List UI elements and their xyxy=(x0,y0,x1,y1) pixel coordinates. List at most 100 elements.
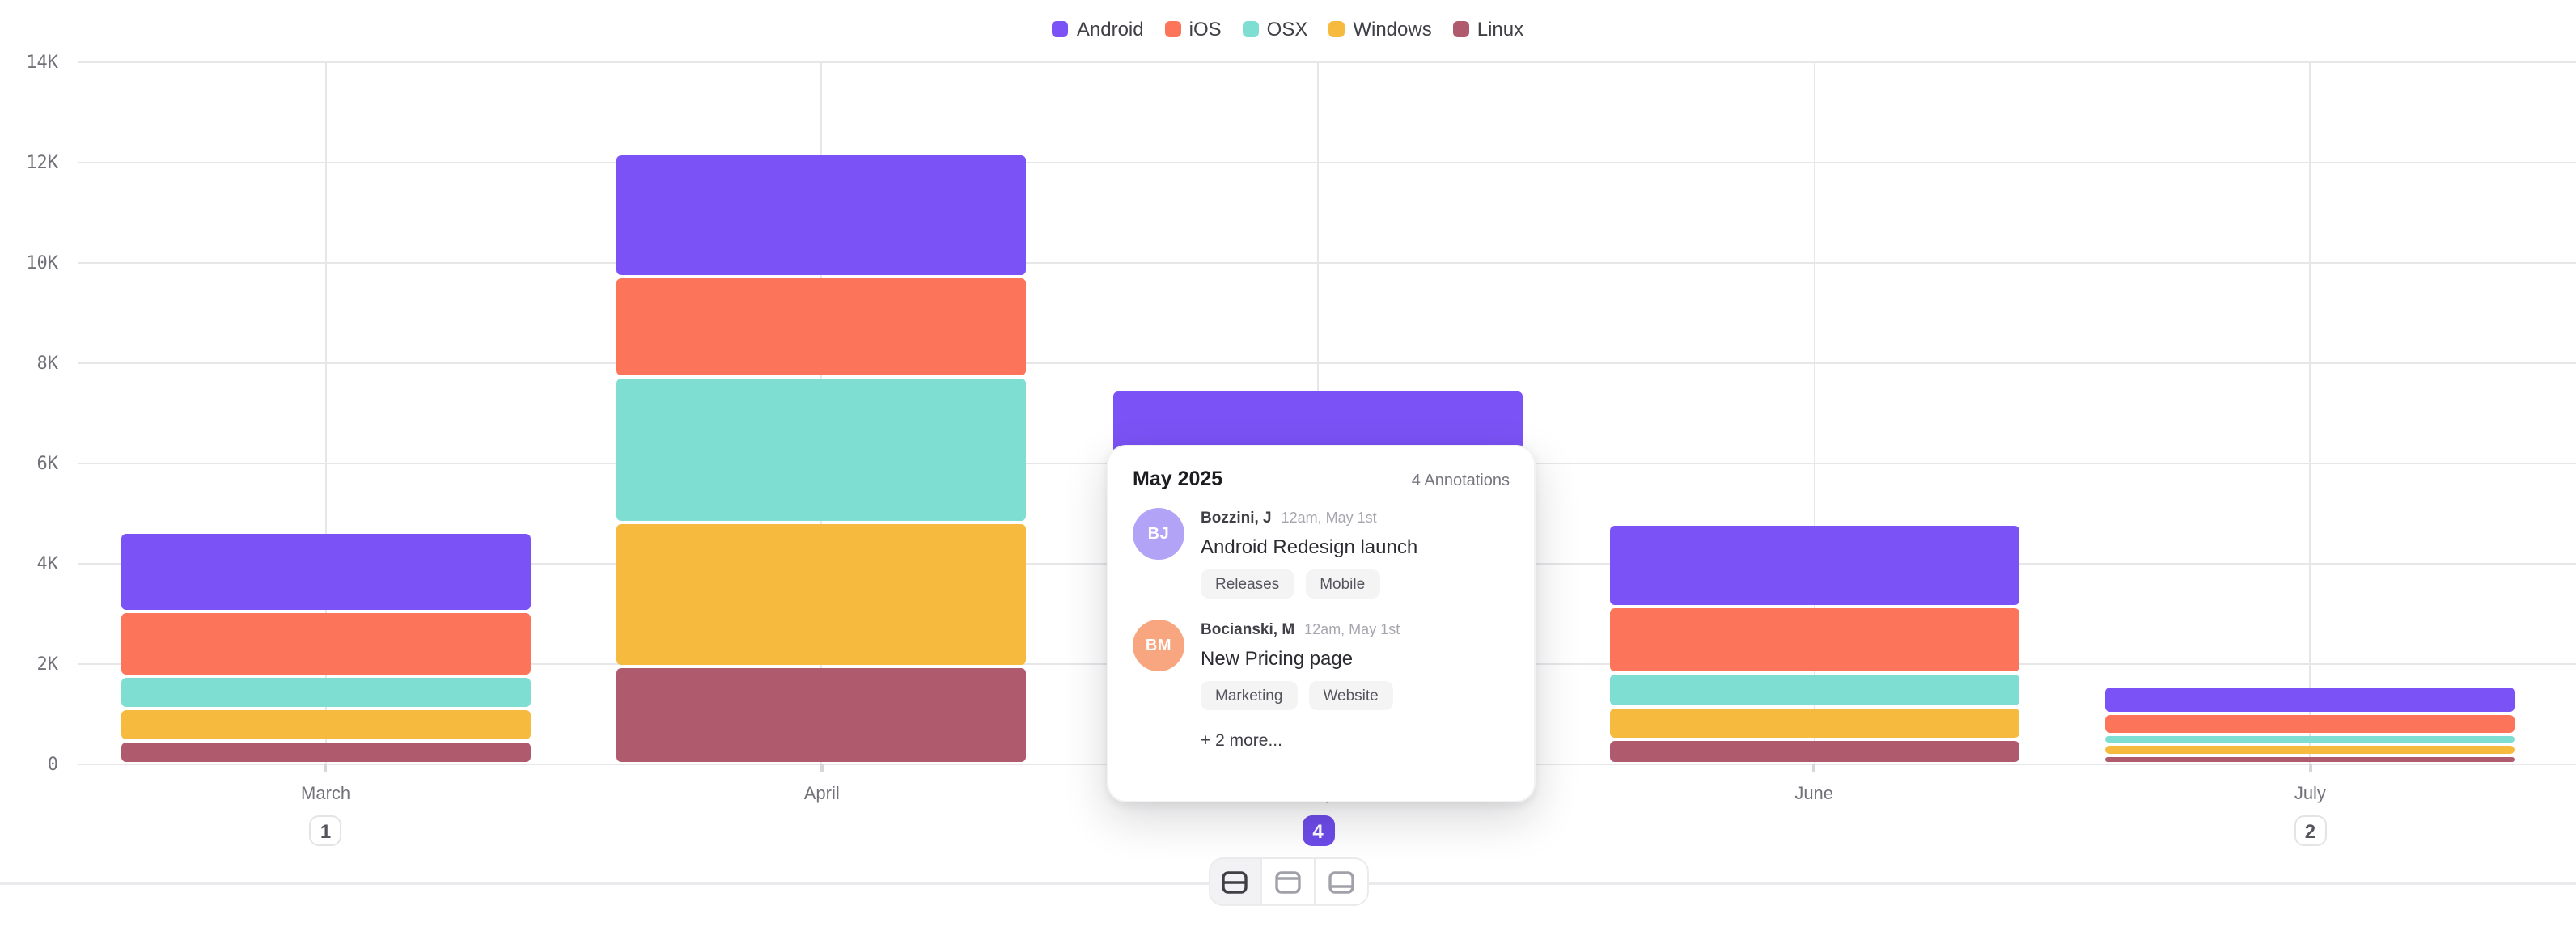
y-axis-tick-label: 4K xyxy=(36,553,59,574)
y-axis-tick-label: 14K xyxy=(26,52,58,73)
annotation-badge-may[interactable]: 4 xyxy=(1302,815,1334,846)
annotation-entry: BJ Bozzini, J 12am, May 1st Android Redesig… xyxy=(1133,508,1510,599)
x-axis-month-label: April xyxy=(803,785,840,804)
x-axis-month-label: June xyxy=(1794,785,1834,804)
y-axis-tick-label: 6K xyxy=(36,453,59,474)
y-gridline xyxy=(78,162,2576,163)
bar-march xyxy=(121,533,531,762)
x-gridline xyxy=(2309,61,2311,764)
x-axis-tick xyxy=(324,764,328,772)
y-gridline xyxy=(78,262,2576,264)
bar-segment-ios[interactable] xyxy=(121,613,531,675)
bar-april xyxy=(616,155,1027,762)
annotation-badge-july[interactable]: 2 xyxy=(2294,815,2327,846)
y-axis-tick-label: 12K xyxy=(26,152,58,173)
annotation-tag: Releases xyxy=(1201,569,1294,599)
legend-swatch-icon xyxy=(1242,21,1259,37)
legend-label: Android xyxy=(1076,18,1144,40)
bar-segment-linux[interactable] xyxy=(2105,756,2515,762)
y-axis-tick-label: 10K xyxy=(26,252,58,273)
annotation-author-line: Bozzini, J 12am, May 1st xyxy=(1201,508,1510,529)
annotation-entry-body: Bocianski, M 12am, May 1st New Pricing pag… xyxy=(1201,620,1510,710)
annotation-timestamp: 12am, May 1st xyxy=(1304,621,1400,637)
show-more-annotations-link[interactable]: + 2 more... xyxy=(1201,731,1282,751)
view-button-panel-top[interactable] xyxy=(1260,859,1314,904)
y-axis-tick-label: 0 xyxy=(47,754,58,775)
annotation-timestamp: 12am, May 1st xyxy=(1281,510,1377,526)
legend-label: Windows xyxy=(1353,18,1432,40)
annotation-author: Bocianski, M xyxy=(1201,621,1295,639)
annotation-popover: May 2025 4 Annotations BJ Bozzini, J 12am,… xyxy=(1107,445,1536,802)
bar-segment-linux[interactable] xyxy=(121,742,531,762)
bar-segment-linux[interactable] xyxy=(616,667,1027,762)
legend-item-osx[interactable]: OSX xyxy=(1242,18,1308,40)
bar-segment-windows[interactable] xyxy=(121,709,531,739)
annotation-entry: BM Bocianski, M 12am, May 1st New Pricing p… xyxy=(1133,620,1510,710)
annotation-badge-march[interactable]: 1 xyxy=(309,815,342,846)
x-axis-tick xyxy=(1812,764,1816,772)
annotation-author: Bozzini, J xyxy=(1201,510,1272,527)
bar-segment-windows[interactable] xyxy=(1609,708,2019,739)
x-gridline xyxy=(1813,61,1815,764)
bar-segment-linux[interactable] xyxy=(1609,741,2019,762)
annotation-tag: Marketing xyxy=(1201,681,1298,710)
panel-bottom-icon xyxy=(1328,870,1354,894)
bar-segment-android[interactable] xyxy=(616,155,1027,276)
annotation-tag: Website xyxy=(1308,681,1393,710)
bar-segment-osx[interactable] xyxy=(616,379,1027,522)
bar-segment-osx[interactable] xyxy=(1609,674,2019,705)
bar-segment-ios[interactable] xyxy=(1609,608,2019,671)
annotation-author-line: Bocianski, M 12am, May 1st xyxy=(1201,620,1510,641)
bar-segment-windows[interactable] xyxy=(2105,745,2515,754)
legend-swatch-icon xyxy=(1164,21,1181,37)
bar-segment-ios[interactable] xyxy=(2105,714,2515,733)
annotation-tags: Releases Mobile xyxy=(1201,569,1510,599)
chart-legend: Android iOS OSX Windows Linux xyxy=(0,19,2576,39)
view-button-split-rows[interactable] xyxy=(1210,859,1261,904)
legend-swatch-icon xyxy=(1328,21,1345,37)
annotation-entry-body: Bozzini, J 12am, May 1st Android Redesign … xyxy=(1201,508,1510,599)
x-axis-tick xyxy=(820,764,824,772)
bar-segment-android[interactable] xyxy=(2105,687,2515,712)
bar-segment-osx[interactable] xyxy=(121,677,531,707)
popover-title: May 2025 xyxy=(1133,468,1223,490)
legend-item-linux[interactable]: Linux xyxy=(1452,18,1524,40)
legend-label: Linux xyxy=(1477,18,1524,40)
panel-top-icon xyxy=(1275,870,1301,894)
annotation-title: New Pricing page xyxy=(1201,647,1354,670)
bar-segment-android[interactable] xyxy=(121,533,531,611)
x-axis-tick xyxy=(2308,764,2312,772)
y-axis-tick-label: 8K xyxy=(36,353,59,374)
y-gridline xyxy=(78,61,2576,63)
x-axis-month-label: July xyxy=(2294,785,2326,804)
legend-swatch-icon xyxy=(1052,21,1069,37)
annotation-tag: Mobile xyxy=(1305,569,1380,599)
legend-label: OSX xyxy=(1266,18,1308,40)
bar-july xyxy=(2105,687,2515,762)
legend-item-windows[interactable]: Windows xyxy=(1328,18,1432,40)
layout-view-switcher xyxy=(1208,857,1368,906)
legend-item-android[interactable]: Android xyxy=(1052,18,1144,40)
bar-segment-windows[interactable] xyxy=(616,524,1027,665)
y-gridline xyxy=(78,362,2576,364)
avatar: BJ xyxy=(1133,508,1184,560)
annotation-title: Android Redesign launch xyxy=(1201,535,1418,558)
view-button-panel-bottom[interactable] xyxy=(1313,859,1366,904)
popover-annotation-count: 4 Annotations xyxy=(1411,472,1510,490)
annotation-tags: Marketing Website xyxy=(1201,681,1510,710)
popover-header: May 2025 4 Annotations xyxy=(1133,468,1510,490)
y-axis-tick-label: 2K xyxy=(36,654,59,675)
legend-swatch-icon xyxy=(1452,21,1469,37)
bar-segment-android[interactable] xyxy=(1609,526,2019,606)
x-gridline xyxy=(324,61,327,764)
avatar: BM xyxy=(1133,620,1184,671)
legend-item-ios[interactable]: iOS xyxy=(1164,19,1222,39)
bar-segment-osx[interactable] xyxy=(2105,735,2515,743)
split-rows-icon xyxy=(1222,870,1248,894)
x-axis-month-label: March xyxy=(301,785,351,804)
bar-segment-ios[interactable] xyxy=(616,278,1027,376)
bar-june xyxy=(1609,526,2019,762)
annotation-entries: BJ Bozzini, J 12am, May 1st Android Redesig… xyxy=(1133,508,1510,710)
